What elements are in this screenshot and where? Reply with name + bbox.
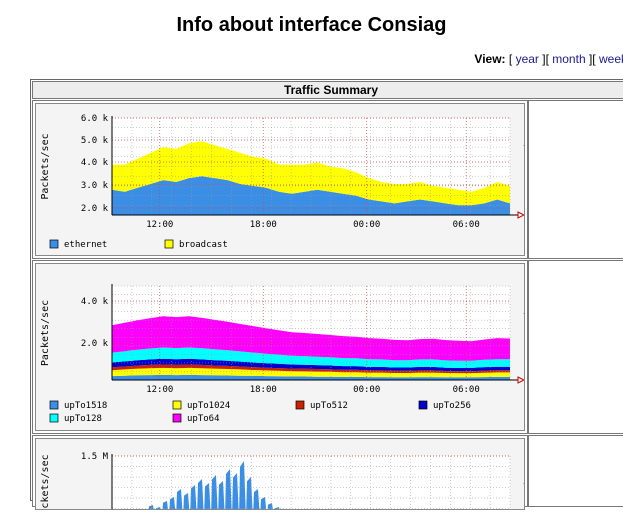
x-tick-label: 18:00	[250, 385, 277, 395]
packets-size-chart: 4.0 k 2.0 k 12:00 18:00 00:00 06:00 Packets/se…	[40, 284, 529, 424]
legend-swatch-broadcast	[164, 239, 174, 249]
rrdtool-watermark: RRDTOOL / TOBI OETIKER	[522, 116, 524, 196]
view-link-month[interactable]: month	[552, 52, 586, 66]
y-tick-label: 2.0 k	[81, 204, 109, 214]
y-tick-label: 2.0 k	[81, 339, 109, 349]
legend-label-upTo1518: upTo1518	[64, 401, 107, 411]
legend-swatch-upTo1518	[49, 400, 59, 410]
view-link-week[interactable]: week	[598, 52, 623, 66]
x-tick-label: 00:00	[353, 385, 380, 395]
legend-swatch-upTo512	[295, 400, 305, 410]
y-tick-label: 5.0 k	[81, 136, 109, 146]
graph-cell-1: 6.0 k 5.0 k 4.0 k 3.0 k 2.0 k 12:00 18:00 00:00…	[32, 100, 529, 259]
legend-swatch-upTo128	[49, 413, 59, 423]
graph-cell-3: 1.5 M Packets/sec RRDTOOL / TOBI OETIKER	[32, 435, 529, 514]
legend-label-upTo256: upTo256	[433, 401, 471, 411]
view-label: View:	[474, 52, 506, 66]
x-tick-label: 00:00	[353, 220, 380, 230]
y-axis-label: Packets/sec	[40, 133, 51, 199]
legend-label-upTo512: upTo512	[310, 401, 348, 411]
x-tick-label: 06:00	[453, 385, 480, 395]
legend-swatch-upTo256	[418, 400, 428, 410]
legend-label-ethernet: ethernet	[64, 240, 107, 250]
view-selector: View: [ year ][ month ][ week	[474, 52, 623, 66]
x-axis-arrow	[517, 376, 526, 384]
legend-swatch-ethernet	[49, 239, 59, 249]
x-tick-label: 06:00	[453, 220, 480, 230]
rrdtool-watermark: RRDTOOL / TOBI OETIKER	[522, 284, 524, 364]
rrdtool-watermark: RRDTOOL / TOBI OETIKER	[522, 454, 524, 509]
side-cell-1	[528, 100, 623, 259]
x-tick-label: 12:00	[146, 220, 173, 230]
legend-label-upTo1024: upTo1024	[187, 401, 230, 411]
legend-label-upTo64: upTo64	[187, 414, 220, 424]
packets-ethernet-chart: 6.0 k 5.0 k 4.0 k 3.0 k 2.0 k 12:00 18:00 00:00…	[40, 114, 529, 250]
side-cell-2	[528, 260, 623, 434]
legend-label-broadcast: broadcast	[179, 240, 228, 250]
legend-swatch-upTo1024	[172, 400, 182, 410]
page-title: Info about interface Consiag	[176, 14, 447, 36]
y-axis-label: Packets/sec	[40, 454, 51, 509]
packets-third-chart: 1.5 M Packets/sec RRDTOOL / TOBI OETIKER	[40, 452, 529, 514]
table-header: Traffic Summary	[32, 81, 623, 99]
y-tick-label: 1.5 M	[81, 452, 109, 462]
x-tick-label: 18:00	[250, 220, 277, 230]
y-axis-label: Packets/sec	[40, 300, 51, 366]
legend-swatch-upTo64	[172, 413, 182, 423]
x-tick-label: 12:00	[146, 385, 173, 395]
y-tick-label: 4.0 k	[81, 297, 109, 307]
side-cell-3	[528, 435, 623, 507]
traffic-summary-table: Traffic Summary 6.0 k 5.0 k 4.0 k 3.0 k 2.0 …	[30, 79, 623, 514]
y-tick-label: 6.0 k	[81, 114, 109, 124]
view-link-year[interactable]: year	[515, 52, 539, 66]
legend-label-upTo128: upTo128	[64, 414, 102, 424]
y-tick-label: 3.0 k	[81, 181, 109, 191]
graph-cell-2: 4.0 k 2.0 k 12:00 18:00 00:00 06:00 Packets/se…	[32, 260, 529, 434]
x-axis-arrow	[517, 211, 526, 219]
y-tick-label: 4.0 k	[81, 158, 109, 168]
